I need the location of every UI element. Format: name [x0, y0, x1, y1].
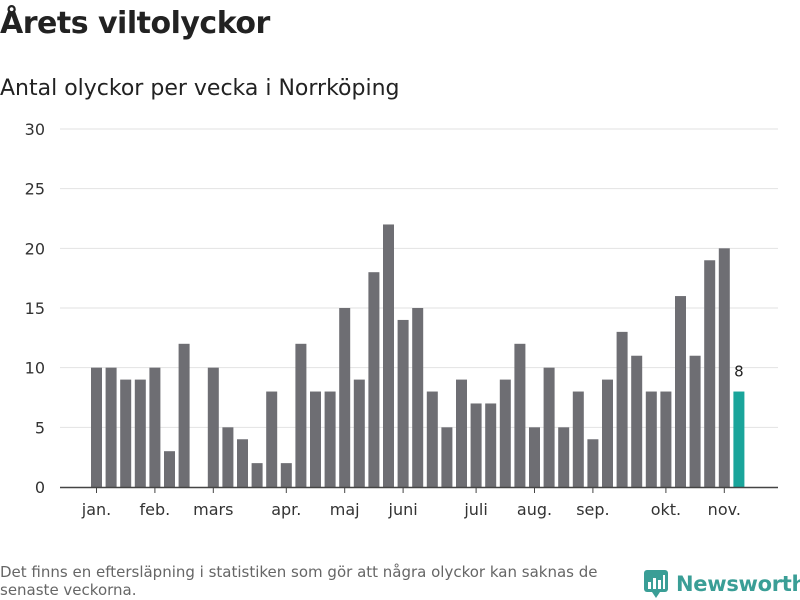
bar	[368, 272, 380, 487]
bar	[222, 427, 234, 487]
bar	[266, 391, 278, 487]
bar-highlight	[733, 391, 745, 487]
y-tick-label: 30	[25, 120, 45, 139]
x-tick-label: maj	[330, 500, 360, 519]
footnote: Det finns en eftersläpning i statistiken…	[0, 563, 598, 599]
bar	[660, 391, 672, 487]
y-tick-label: 0	[35, 478, 45, 497]
bar	[675, 296, 686, 487]
bar	[251, 463, 263, 487]
bar	[602, 379, 613, 487]
bar	[631, 355, 643, 487]
chart-subtitle: Antal olyckor per vecka i Norrköping	[0, 76, 400, 101]
data-labels: 8	[734, 363, 744, 381]
x-tick-label: aug.	[517, 500, 552, 519]
y-tick-label: 15	[25, 299, 45, 318]
bar	[529, 427, 540, 487]
bar	[383, 224, 394, 487]
bar	[704, 260, 716, 487]
bar-chart: 0 5 10 15 20 25 30 jan. feb. mars apr. maj juni juli…	[25, 120, 778, 519]
brand-logo[interactable]: Newsworthy	[644, 570, 800, 598]
y-tick-label: 20	[25, 239, 45, 258]
y-axis-ticks: 0 5 10 15 20 25 30	[25, 120, 45, 497]
bar	[689, 355, 701, 487]
bar	[470, 403, 482, 487]
bar	[91, 367, 102, 487]
x-tick-label: juli	[463, 500, 487, 519]
y-tick-label: 25	[25, 180, 45, 199]
x-tick-label: apr.	[271, 500, 301, 519]
x-tick-label: juni	[388, 500, 418, 519]
bar	[616, 331, 628, 487]
x-tick-label: mars	[193, 500, 233, 519]
bar	[120, 379, 132, 487]
bar	[295, 343, 307, 487]
bar	[178, 343, 190, 487]
y-tick-label: 5	[35, 418, 45, 437]
bar	[645, 391, 657, 487]
bar	[426, 391, 438, 487]
bar	[499, 379, 511, 487]
bar	[237, 439, 248, 487]
bar	[149, 367, 161, 487]
bar	[353, 379, 365, 487]
bar	[412, 308, 424, 487]
chart-title: Årets viltolyckor	[0, 6, 270, 41]
bar	[280, 463, 292, 487]
x-tick-label: sep.	[576, 500, 609, 519]
brand-name: Newsworthy	[676, 572, 800, 596]
bar	[339, 308, 351, 487]
bar	[134, 379, 146, 487]
y-tick-label: 10	[25, 359, 45, 378]
bar	[587, 439, 599, 487]
bar	[514, 343, 526, 487]
highlight-value-label: 8	[734, 363, 744, 381]
x-tick-label: okt.	[651, 500, 681, 519]
bar	[543, 367, 555, 487]
bar	[485, 403, 497, 487]
x-tick-label: nov.	[708, 500, 741, 519]
bar	[310, 391, 321, 487]
bars	[91, 224, 745, 487]
x-axis-ticks: jan. feb. mars apr. maj juni juli aug. sep. okt. n…	[81, 487, 741, 519]
bar	[572, 391, 584, 487]
newsworthy-logo-icon	[644, 570, 668, 598]
bar	[324, 391, 336, 487]
bar	[558, 427, 570, 487]
bar	[397, 319, 409, 487]
bar	[105, 367, 117, 487]
x-tick-label: jan.	[81, 500, 111, 519]
bar	[441, 427, 453, 487]
x-tick-label: feb.	[140, 500, 171, 519]
bar	[207, 367, 219, 487]
bar	[456, 379, 467, 487]
bar	[164, 451, 175, 487]
bar	[718, 248, 730, 487]
